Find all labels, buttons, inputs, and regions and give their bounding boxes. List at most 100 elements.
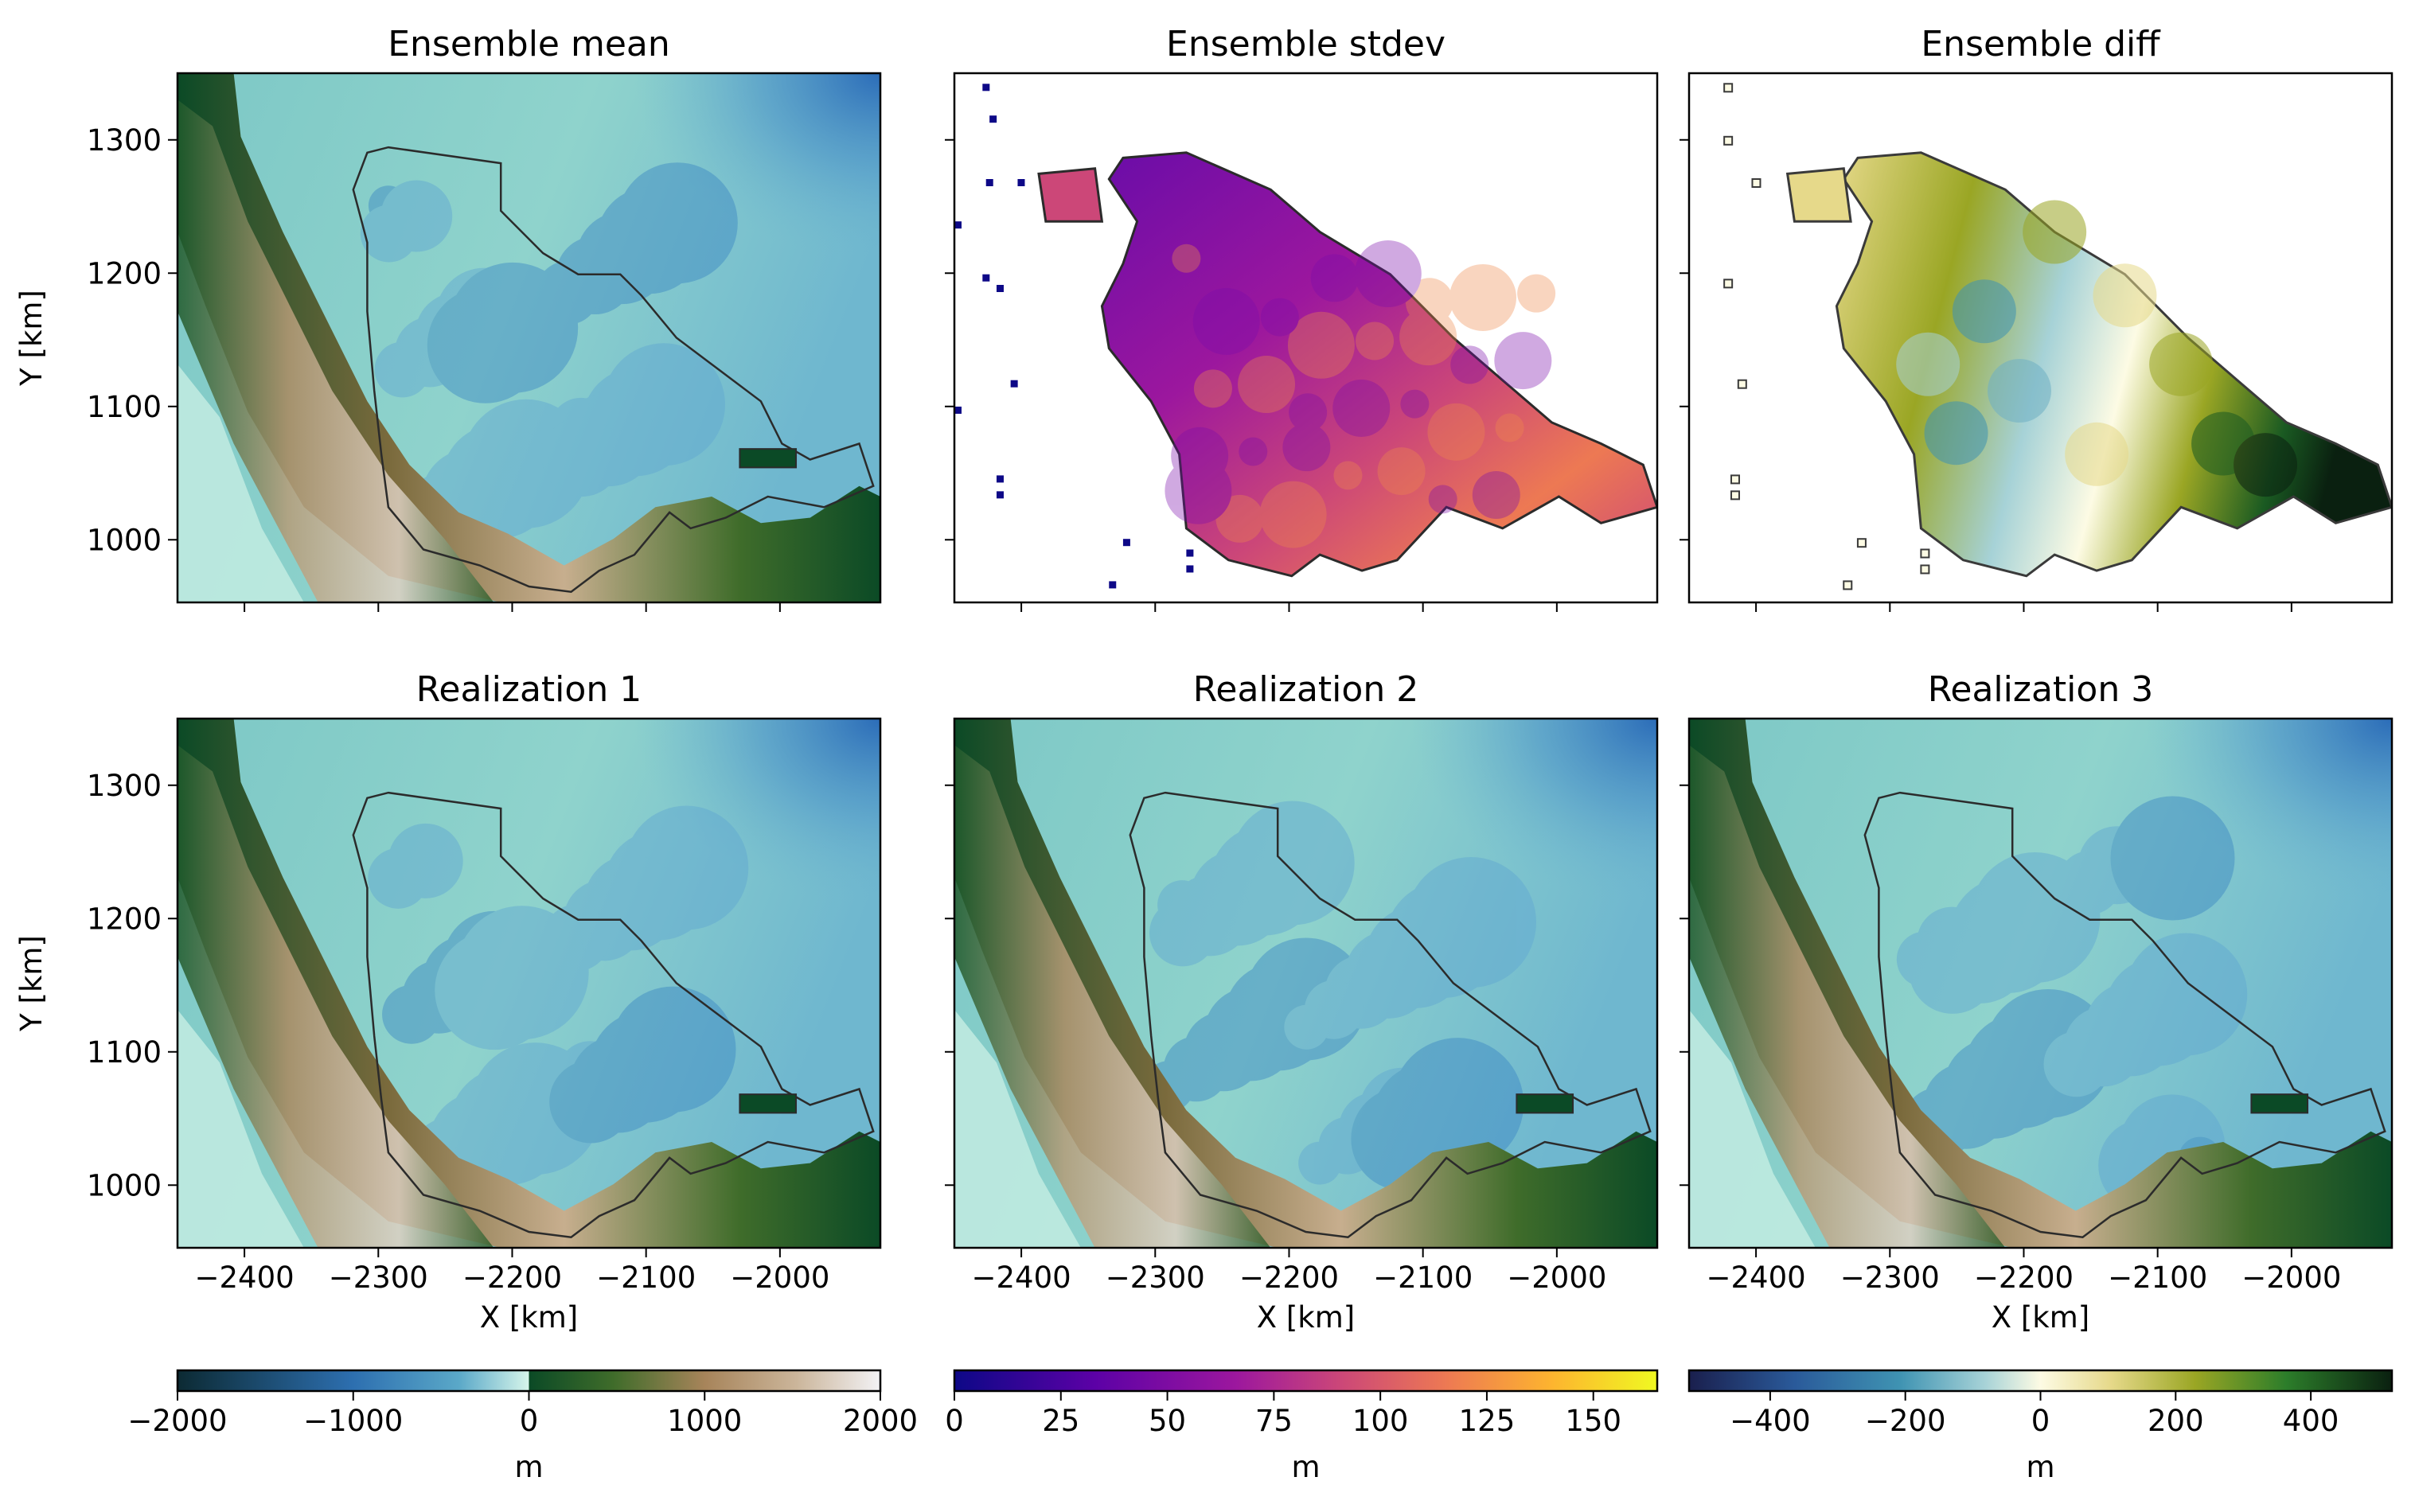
basin-blob bbox=[1896, 931, 1953, 988]
basin-blob bbox=[1917, 906, 1988, 977]
x-axis-label: X [km] bbox=[1992, 1300, 2089, 1335]
y-tick-label: 1100 bbox=[87, 390, 162, 424]
basin-blob bbox=[1949, 876, 2066, 993]
basin-blob bbox=[443, 910, 545, 1013]
basin-blob bbox=[422, 935, 510, 1023]
y-tick-label: 1200 bbox=[87, 256, 162, 290]
colorbar-label: m bbox=[2026, 1450, 2054, 1484]
basin-blob bbox=[1224, 962, 1333, 1071]
basin-blob bbox=[382, 984, 442, 1044]
basin-blob bbox=[670, 366, 712, 408]
basin-blob bbox=[1406, 857, 1537, 988]
basin-blob bbox=[1169, 875, 1251, 957]
basin-blob bbox=[1359, 1067, 1445, 1154]
y-tick-label: 1200 bbox=[87, 902, 162, 936]
basin-blob bbox=[1284, 1004, 1329, 1050]
x-tick-label: −2000 bbox=[730, 1261, 829, 1295]
basin-blob bbox=[1210, 825, 1321, 936]
stdev-blob bbox=[1238, 356, 1296, 414]
diff-blob bbox=[1988, 359, 2052, 423]
stdev-blob bbox=[1354, 240, 1422, 308]
colorbar-tick-label: 2000 bbox=[843, 1404, 918, 1438]
map-lowlands bbox=[178, 364, 304, 602]
stdev-blob bbox=[1449, 263, 1517, 331]
map-basin-texture bbox=[368, 805, 749, 1206]
stdev-blob bbox=[1215, 494, 1264, 543]
panel-frame bbox=[176, 717, 882, 1249]
basin-blob bbox=[603, 830, 714, 941]
stdev-blob bbox=[1400, 389, 1430, 419]
stdev-speck bbox=[954, 406, 962, 414]
basin-blob bbox=[1943, 1038, 2044, 1139]
colorbar-tick-label: 100 bbox=[1352, 1404, 1409, 1438]
stdev-speck bbox=[982, 84, 990, 92]
map-ridge-highlands bbox=[178, 745, 494, 1248]
map-basin-texture bbox=[1143, 801, 1537, 1191]
basin-blob bbox=[435, 267, 534, 367]
ice-outline-contour bbox=[352, 146, 875, 594]
colorbar-tick-label: 150 bbox=[1565, 1404, 1621, 1438]
x-tick-label: −2200 bbox=[1239, 1261, 1339, 1295]
stdev-speck bbox=[1109, 581, 1117, 589]
basin-blob bbox=[2104, 957, 2213, 1066]
basin-blob bbox=[469, 1042, 602, 1175]
basin-blob bbox=[1963, 1013, 2078, 1128]
stdev-speck bbox=[954, 221, 962, 229]
y-tick-label: 1000 bbox=[87, 1168, 162, 1202]
basin-blob bbox=[583, 855, 680, 951]
basin-blob bbox=[1344, 930, 1433, 1019]
colorbar-tick-label: −200 bbox=[1865, 1404, 1946, 1438]
panel-frame bbox=[1687, 72, 2394, 604]
y-tick-label: 1000 bbox=[87, 523, 162, 557]
stdev-blob bbox=[1450, 345, 1489, 384]
stdev-speck bbox=[985, 179, 993, 186]
basin-blob bbox=[515, 285, 565, 335]
basin-blob bbox=[549, 397, 612, 460]
stdev-speck bbox=[1122, 539, 1130, 547]
stdev-blob bbox=[1287, 311, 1355, 379]
diff-blob bbox=[1924, 401, 1988, 466]
basin-blob bbox=[388, 823, 463, 898]
stdev-speck bbox=[996, 491, 1004, 499]
basin-blob bbox=[523, 929, 576, 982]
basin-blob bbox=[380, 180, 453, 252]
basin-blob bbox=[2124, 933, 2248, 1056]
colorbar-tick-label: 200 bbox=[2148, 1404, 2204, 1438]
stdev-blob bbox=[1171, 427, 1229, 485]
y-axis-label: Y [km] bbox=[14, 290, 49, 387]
map-lowlands bbox=[954, 1009, 1081, 1248]
basin-blob bbox=[415, 292, 500, 377]
basin-blob bbox=[1969, 852, 2101, 984]
diff-blob bbox=[2065, 422, 2129, 486]
stdev-speck bbox=[1010, 380, 1018, 388]
panel-frame bbox=[1687, 717, 2394, 1249]
colorbar-ramp bbox=[1687, 1369, 2394, 1393]
panel-frame bbox=[953, 717, 1659, 1249]
y-axis-label: Y [km] bbox=[14, 935, 49, 1032]
stdev-blob bbox=[1239, 437, 1268, 466]
diff-speck bbox=[1723, 135, 1734, 146]
stdev-blob bbox=[1494, 332, 1552, 390]
diff-speck bbox=[1751, 178, 1762, 188]
panel-image bbox=[954, 73, 1657, 602]
basin-blob bbox=[2051, 1012, 2100, 1060]
x-tick-label: −2100 bbox=[1373, 1261, 1473, 1295]
basin-blob bbox=[360, 205, 418, 263]
basin-blob bbox=[1149, 899, 1216, 967]
diff-blob bbox=[2023, 200, 2087, 264]
diff-speck bbox=[1843, 580, 1853, 590]
x-axis-label: X [km] bbox=[480, 1300, 578, 1335]
basin-blob bbox=[447, 262, 579, 393]
stdev-blob bbox=[1517, 274, 1556, 313]
basin-blob bbox=[1157, 880, 1208, 930]
x-tick-label: −2000 bbox=[2241, 1261, 2341, 1295]
basin-blob bbox=[441, 423, 556, 539]
colorbar-diff: −400 −200 0 200 400 m bbox=[1687, 1369, 2394, 1484]
colorbar-tick-label: 400 bbox=[2283, 1404, 2339, 1438]
colorbar-tick-label: 0 bbox=[520, 1404, 539, 1438]
basin-blob bbox=[590, 1011, 702, 1123]
stdev-blob bbox=[1193, 369, 1232, 408]
colorbar-tick-label: 75 bbox=[1255, 1404, 1293, 1438]
basin-blob bbox=[2037, 875, 2087, 926]
